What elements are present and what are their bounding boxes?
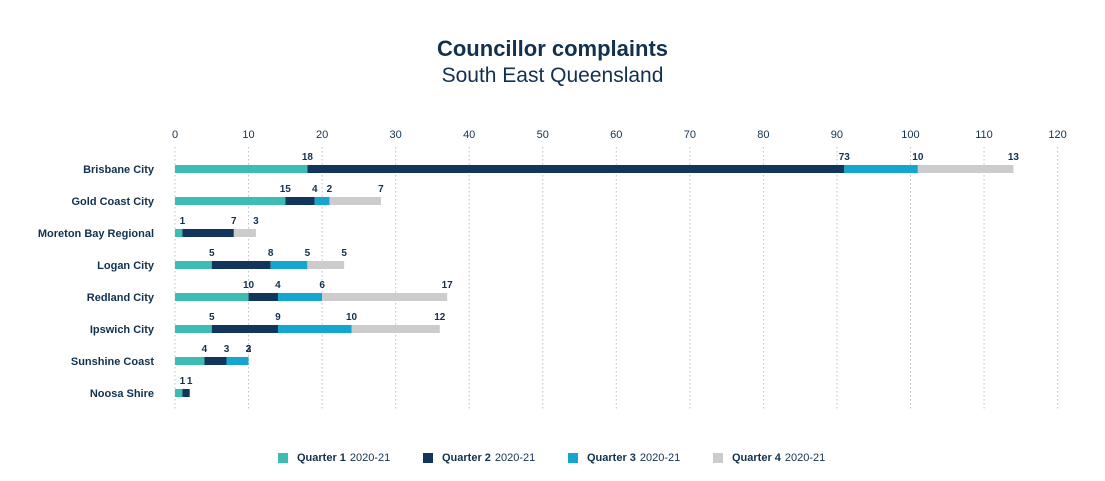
bar-segment <box>248 293 278 301</box>
bar-segment <box>211 261 271 269</box>
bar-segment <box>175 293 249 301</box>
data-label: 6 <box>319 280 325 291</box>
data-label: 10 <box>346 312 358 323</box>
chart-subtitle: South East Queensland <box>441 64 664 87</box>
x-tick-label: 90 <box>831 129 843 141</box>
category-label: Sunshine Coast <box>71 356 154 368</box>
legend-swatch <box>278 453 288 463</box>
bar-segment <box>917 165 1014 173</box>
data-label: 2 <box>246 344 252 355</box>
data-label: 3 <box>246 344 252 355</box>
bar-segment <box>277 325 352 333</box>
data-label: 3 <box>253 216 259 227</box>
legend-swatch <box>713 453 723 463</box>
data-label: 7 <box>378 184 384 195</box>
x-tick-label: 40 <box>463 129 475 141</box>
data-label: 5 <box>209 248 215 259</box>
x-tick-label: 30 <box>390 129 402 141</box>
legend-series-period: 2020-21 <box>349 452 391 464</box>
data-label: 8 <box>268 248 274 259</box>
category-label: Gold Coast City <box>71 196 154 208</box>
data-label: 7 <box>231 216 237 227</box>
data-label: 10 <box>243 280 255 291</box>
bar-segment <box>277 293 323 301</box>
legend-item: Quarter 1 2020-21 <box>278 450 390 466</box>
bar-segment <box>351 325 440 333</box>
bar-segment <box>233 229 256 237</box>
data-label: 18 <box>302 152 314 163</box>
legend-swatch <box>568 453 578 463</box>
data-label: 4 <box>312 184 318 195</box>
x-tick-label: 100 <box>901 129 919 141</box>
bar-segment <box>270 261 308 269</box>
bar-segment <box>314 197 330 205</box>
legend-series-period: 2020-21 <box>494 452 536 464</box>
data-label: 3 <box>224 344 230 355</box>
data-label: 4 <box>275 280 281 291</box>
legend-series-period: 2020-21 <box>639 452 681 464</box>
bar-segment <box>204 357 227 365</box>
x-tick-label: 50 <box>537 129 549 141</box>
legend-item: Quarter 4 2020-21 <box>713 450 825 466</box>
data-label: 9 <box>275 312 281 323</box>
data-label: 5 <box>341 248 347 259</box>
legend-series-period: 2020-21 <box>784 452 826 464</box>
category-label: Redland City <box>87 292 155 304</box>
data-label: 5 <box>305 248 311 259</box>
data-label: 1 <box>187 376 193 387</box>
bar-segment <box>322 293 448 301</box>
legend-item: Quarter 3 2020-21 <box>568 450 680 466</box>
data-label: 5 <box>209 312 215 323</box>
bar-segment <box>226 357 249 365</box>
data-label: 15 <box>280 184 292 195</box>
x-tick-label: 10 <box>242 129 254 141</box>
data-label: 1 <box>180 216 186 227</box>
x-tick-label: 60 <box>610 129 622 141</box>
bar-segment <box>844 165 918 173</box>
legend: Quarter 1 2020-21 Quarter 2 2020-21 Quarter … <box>0 450 1105 466</box>
legend-item: Quarter 2 2020-21 <box>423 450 535 466</box>
bar-segment <box>211 325 278 333</box>
legend-series-name: Quarter 4 <box>732 452 781 464</box>
category-label: Moreton Bay Regional <box>38 228 154 240</box>
bar-segment <box>329 197 381 205</box>
legend-series-name: Quarter 3 <box>587 452 636 464</box>
legend-swatch <box>423 453 433 463</box>
bar-segment <box>182 229 234 237</box>
x-tick-label: 20 <box>316 129 328 141</box>
x-tick-label: 120 <box>1048 129 1066 141</box>
bar-segment <box>175 325 212 333</box>
x-tick-label: 80 <box>757 129 769 141</box>
category-label: Brisbane City <box>83 164 155 176</box>
bar-segment <box>285 197 315 205</box>
x-tick-label: 0 <box>172 129 178 141</box>
category-label: Noosa Shire <box>90 388 154 400</box>
x-tick-label: 110 <box>975 129 993 141</box>
data-label: 10 <box>912 152 924 163</box>
data-label: 2 <box>327 184 333 195</box>
bar-segment <box>182 389 190 397</box>
data-label: 17 <box>442 280 454 291</box>
bar-segment <box>175 261 212 269</box>
chart-title: Councillor complaints <box>436 36 669 61</box>
data-label: 12 <box>434 312 446 323</box>
legend-series-name: Quarter 2 <box>442 452 491 464</box>
bar-segment <box>307 165 845 173</box>
data-label: 1 <box>180 376 186 387</box>
data-label: 13 <box>1008 152 1020 163</box>
bar-segment <box>175 389 183 397</box>
data-label: 4 <box>202 344 208 355</box>
bar-segment <box>307 261 345 269</box>
category-label: Ipswich City <box>90 324 155 336</box>
x-tick-label: 70 <box>684 129 696 141</box>
data-label: 73 <box>839 152 851 163</box>
category-label: Logan City <box>97 260 155 272</box>
legend-series-name: Quarter 1 <box>297 452 346 464</box>
bar-segment <box>175 165 308 173</box>
bar-segment <box>175 229 183 237</box>
bar-segment <box>175 197 286 205</box>
bar-segment <box>175 357 205 365</box>
